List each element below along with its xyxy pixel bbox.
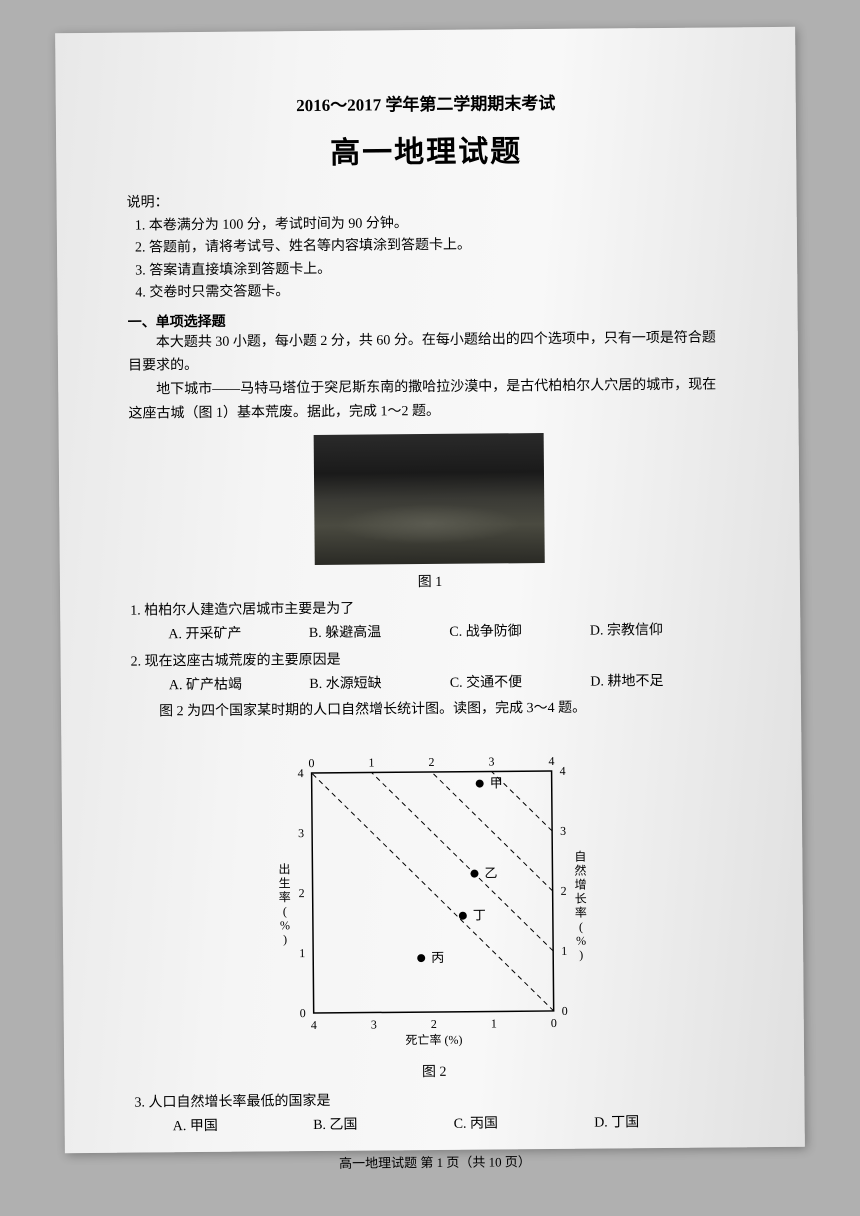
- page-footer: 高一地理试题 第 1 页（共 10 页）: [135, 1150, 735, 1174]
- figure-1-image: [314, 433, 545, 565]
- svg-text:自: 自: [574, 849, 586, 863]
- q1-option-a: A. 开采矿产: [168, 622, 309, 647]
- svg-text:(: (: [579, 919, 583, 933]
- svg-text:4: 4: [560, 764, 566, 778]
- svg-text:长: 长: [575, 891, 587, 905]
- svg-text:增: 增: [575, 877, 587, 891]
- svg-text:死亡率 (%): 死亡率 (%): [405, 1031, 462, 1046]
- exam-title: 高一地理试题: [126, 124, 726, 173]
- figure-2-label: 图 2: [134, 1058, 734, 1083]
- section-1-desc: 本大题共 30 小题，每小题 2 分，共 60 分。在每小题给出的四个选项中，只…: [128, 326, 728, 379]
- question-2-options: A. 矿产枯竭 B. 水源短缺 C. 交通不便 D. 耕地不足: [131, 670, 731, 699]
- svg-text:3: 3: [488, 754, 494, 768]
- q2-option-d: D. 耕地不足: [590, 670, 731, 695]
- figure-1-container: 图 1: [129, 431, 730, 593]
- semester-header: 2016～2017 学年第二学期期末考试: [126, 87, 726, 117]
- svg-text:(: (: [283, 904, 287, 918]
- svg-text:%: %: [576, 933, 586, 947]
- q3-option-c: C. 丙国: [454, 1111, 595, 1136]
- instructions-label: 说明：: [127, 186, 727, 211]
- svg-text:1: 1: [491, 1016, 497, 1030]
- svg-text:1: 1: [561, 944, 567, 958]
- q1-option-d: D. 宗教信仰: [590, 618, 731, 643]
- q2-option-c: C. 交通不便: [450, 671, 591, 696]
- svg-text:): ): [579, 947, 583, 961]
- svg-text:率: 率: [575, 904, 587, 919]
- question-1-options: A. 开采矿产 B. 躲避高温 C. 战争防御 D. 宗教信仰: [130, 618, 730, 647]
- svg-text:生: 生: [278, 876, 290, 890]
- svg-text:3: 3: [560, 824, 566, 838]
- figure-2-container: 01234012340123401234出生率(%)自然增长率(%)死亡率 (%…: [131, 727, 734, 1083]
- svg-text:0: 0: [551, 1016, 557, 1030]
- q1-option-c: C. 战争防御: [449, 619, 590, 644]
- svg-text:乙: 乙: [484, 865, 497, 880]
- svg-text:1: 1: [368, 755, 374, 769]
- instruction-4: 4. 交卷时只需交答题卡。: [135, 278, 727, 306]
- svg-text:然: 然: [574, 862, 586, 877]
- figure-2-chart: 01234012340123401234出生率(%)自然增长率(%)死亡率 (%…: [269, 728, 596, 1055]
- svg-text:1: 1: [299, 946, 305, 960]
- svg-text:2: 2: [428, 755, 434, 769]
- svg-text:丁: 丁: [473, 907, 486, 922]
- context-2: 图 2 为四个国家某时期的人口自然增长统计图。读图，完成 3～4 题。: [131, 695, 731, 724]
- svg-text:4: 4: [298, 766, 304, 780]
- q1-option-b: B. 躲避高温: [309, 620, 450, 645]
- svg-text:出: 出: [278, 862, 290, 876]
- svg-text:2: 2: [431, 1017, 437, 1031]
- context-1: 地下城市——马特马塔位于突尼斯东南的撒哈拉沙漠中，是古代柏柏尔人穴居的城市，现在…: [128, 374, 728, 427]
- svg-text:3: 3: [298, 826, 304, 840]
- svg-text:2: 2: [561, 884, 567, 898]
- q3-option-b: B. 乙国: [313, 1112, 454, 1137]
- q2-option-a: A. 矿产枯竭: [169, 673, 310, 698]
- svg-text:2: 2: [299, 886, 305, 900]
- q3-option-a: A. 甲国: [173, 1114, 314, 1139]
- svg-text:): ): [283, 932, 287, 946]
- svg-text:甲: 甲: [490, 775, 503, 790]
- svg-text:0: 0: [562, 1004, 568, 1018]
- svg-text:0: 0: [308, 756, 314, 770]
- figure-1-label: 图 1: [130, 568, 730, 593]
- svg-text:4: 4: [311, 1018, 317, 1032]
- q2-option-b: B. 水源短缺: [309, 672, 450, 697]
- svg-text:0: 0: [300, 1006, 306, 1020]
- svg-text:率: 率: [279, 889, 291, 904]
- svg-text:3: 3: [371, 1017, 377, 1031]
- svg-text:%: %: [280, 918, 290, 932]
- question-3-options: A. 甲国 B. 乙国 C. 丙国 D. 丁国: [135, 1110, 735, 1139]
- svg-text:丙: 丙: [431, 950, 444, 965]
- q3-option-d: D. 丁国: [594, 1110, 735, 1135]
- svg-text:4: 4: [548, 754, 554, 768]
- exam-page: 2016～2017 学年第二学期期末考试 高一地理试题 说明： 1. 本卷满分为…: [55, 27, 805, 1153]
